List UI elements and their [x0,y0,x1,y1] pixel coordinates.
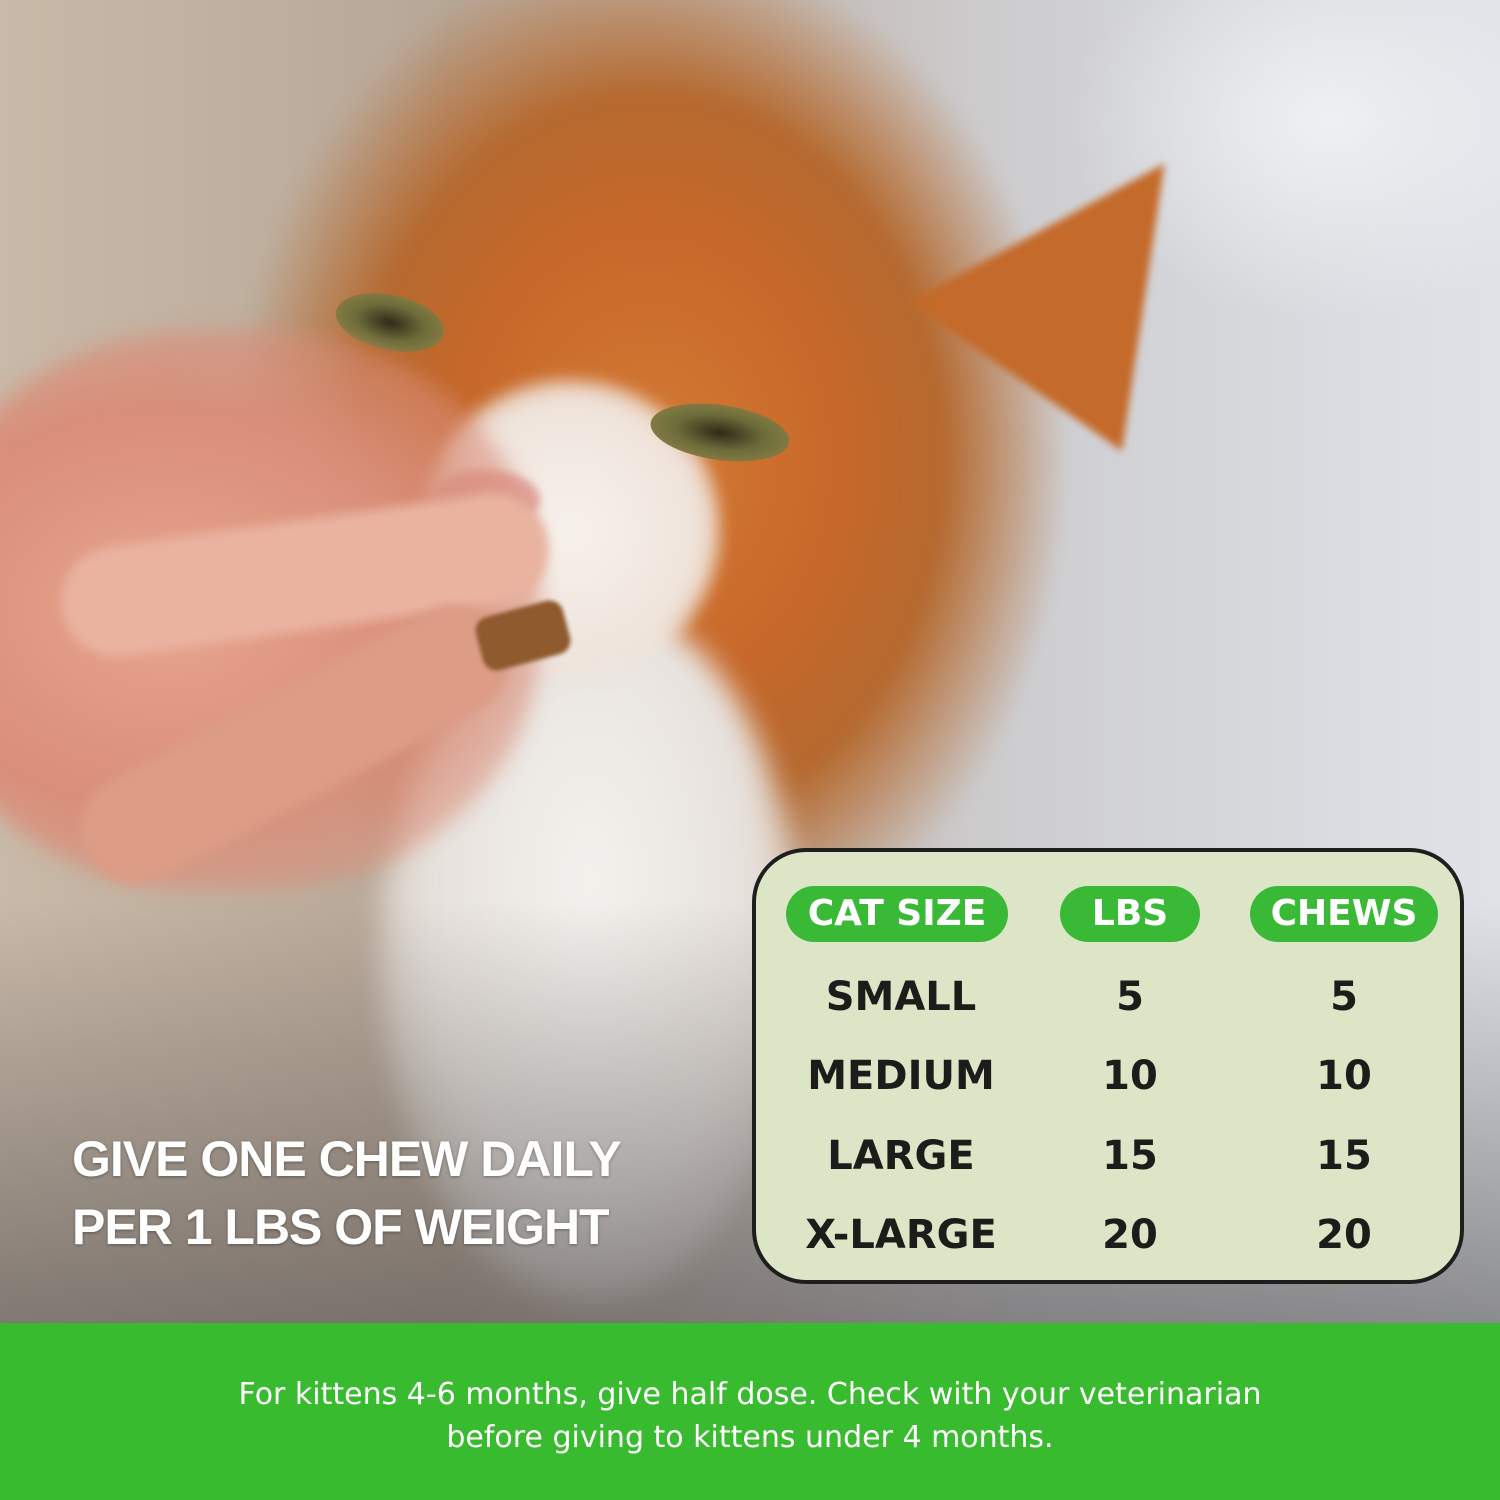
row-lbs: 15 [1102,1133,1158,1179]
header-lbs: LBS [1060,886,1200,942]
row-chews: 20 [1316,1212,1372,1258]
row-lbs: 5 [1116,974,1144,1020]
row-chews: 5 [1330,974,1358,1020]
dosage-headline: GIVE ONE CHEW DAILY PER 1 LBS OF WEIGHT [72,1125,622,1261]
footer-line-1: For kittens 4-6 months, give half dose. … [238,1377,1262,1412]
cat-photo [0,0,1500,1323]
row-size: X-LARGE [805,1212,997,1258]
kitten-note-banner: For kittens 4-6 months, give half dose. … [0,1323,1500,1500]
row-lbs: 10 [1102,1053,1158,1099]
row-chews: 15 [1316,1133,1372,1179]
row-chews: 10 [1316,1053,1372,1099]
headline-line-1: GIVE ONE CHEW DAILY [72,1131,622,1187]
row-size: MEDIUM [807,1053,995,1099]
row-size: SMALL [825,974,977,1020]
headline-line-2: PER 1 LBS OF WEIGHT [72,1199,610,1255]
header-chews: CHEWS [1250,886,1438,942]
row-lbs: 20 [1102,1212,1158,1258]
header-cat-size: CAT SIZE [786,886,1008,942]
row-size: LARGE [827,1133,975,1179]
dosage-table: CAT SIZE LBS CHEWS SMALL 5 5 MEDIUM 10 1… [752,848,1464,1284]
footer-line-2: before giving to kittens under 4 months. [446,1420,1054,1455]
